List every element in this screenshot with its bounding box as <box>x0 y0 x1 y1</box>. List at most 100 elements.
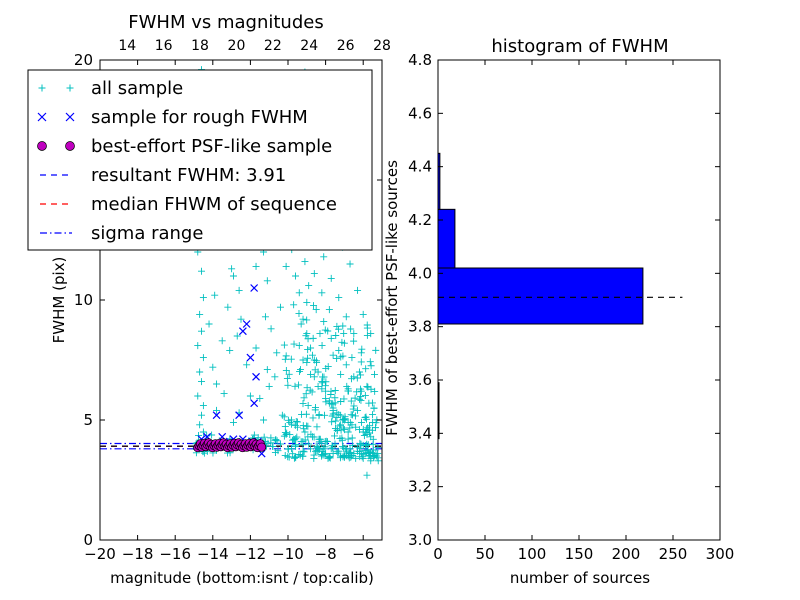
scatter-point-all-sample <box>303 298 311 306</box>
scatter-point-all-sample <box>310 270 318 278</box>
scatter-point-all-sample <box>374 454 382 462</box>
scatter-point-all-sample <box>269 442 277 450</box>
scatter-point-all-sample <box>318 440 326 448</box>
scatter-point-all-sample <box>274 447 282 455</box>
left-x-tick-label: −16 <box>159 545 191 563</box>
scatter-point-all-sample <box>252 344 260 352</box>
legend-label: median FHWM of sequence <box>91 194 337 215</box>
scatter-point-all-sample <box>267 325 275 333</box>
scatter-point-all-sample <box>327 445 335 453</box>
scatter-point-all-sample <box>228 265 236 273</box>
scatter-point-all-sample <box>312 306 320 314</box>
scatter-point-all-sample <box>288 445 296 453</box>
left-top-tick-label: 16 <box>155 38 173 54</box>
scatter-point-all-sample <box>196 421 204 429</box>
scatter-point-all-sample <box>318 373 326 381</box>
scatter-point-all-sample <box>327 274 335 282</box>
scatter-point-all-sample <box>342 445 350 453</box>
left-x-axis-label: magnitude (bottom:isnt / top:calib) <box>110 569 374 587</box>
left-data-points <box>192 66 382 479</box>
scatter-point-all-sample <box>327 334 335 342</box>
scatter-point-all-sample <box>267 434 275 442</box>
scatter-point-all-sample <box>287 355 295 363</box>
scatter-point-all-sample <box>243 361 251 369</box>
scatter-point-all-sample <box>276 303 284 311</box>
scatter-point-rough-fwhm <box>250 284 259 292</box>
scatter-point-all-sample <box>329 351 337 359</box>
scatter-point-all-sample <box>199 428 207 436</box>
scatter-point-all-sample <box>318 379 326 387</box>
scatter-point-all-sample <box>364 383 372 391</box>
scatter-point-all-sample <box>315 435 323 443</box>
right-x-tick-label: 150 <box>565 545 594 563</box>
scatter-point-all-sample <box>315 412 323 420</box>
scatter-point-all-sample <box>292 417 300 425</box>
scatter-point-all-sample <box>363 324 371 332</box>
scatter-point-all-sample <box>322 378 330 386</box>
scatter-point-all-sample <box>342 361 350 369</box>
scatter-point-all-sample <box>224 303 232 311</box>
scatter-point-rough-fwhm <box>252 372 260 381</box>
scatter-point-all-sample <box>298 410 306 418</box>
scatter-point-all-sample <box>339 352 347 360</box>
left-x-tick-label: −18 <box>122 545 154 563</box>
scatter-point-all-sample <box>199 294 207 302</box>
right-y-axis-label: FWHM of best-effort PSF-like sources <box>383 160 401 436</box>
scatter-point-all-sample <box>343 382 351 390</box>
scatter-point-all-sample <box>303 358 311 366</box>
scatter-point-all-sample <box>281 423 289 431</box>
scatter-point-all-sample <box>235 286 243 294</box>
scatter-point-all-sample <box>263 277 271 285</box>
scatter-point-all-sample <box>304 354 312 362</box>
legend-marker-circle <box>37 141 47 151</box>
scatter-point-all-sample <box>360 432 368 440</box>
scatter-point-all-sample <box>350 402 358 410</box>
scatter-point-all-sample <box>314 445 322 453</box>
scatter-point-all-sample <box>351 394 359 402</box>
left-x-tick-label: −20 <box>84 545 116 563</box>
left-top-tick-label: 26 <box>337 38 355 54</box>
scatter-point-all-sample <box>276 440 284 448</box>
scatter-point-all-sample <box>300 425 308 433</box>
scatter-point-all-sample <box>355 368 363 376</box>
scatter-point-all-sample <box>260 433 268 441</box>
scatter-point-all-sample <box>364 441 372 449</box>
scatter-point-all-sample <box>359 450 367 458</box>
legend-label: best-effort PSF-like sample <box>91 136 332 157</box>
scatter-point-all-sample <box>348 354 356 362</box>
scatter-point-all-sample <box>328 418 336 426</box>
scatter-point-all-sample <box>344 435 352 443</box>
scatter-point-all-sample <box>286 430 294 438</box>
scatter-point-rough-fwhm <box>235 411 244 420</box>
scatter-point-all-sample <box>263 366 271 374</box>
scatter-point-all-sample <box>361 392 369 400</box>
left-x-tick-label: −8 <box>315 545 337 563</box>
scatter-point-all-sample <box>294 418 302 426</box>
left-x-tick-label: −10 <box>272 545 304 563</box>
scatter-point-all-sample <box>332 417 340 425</box>
scatter-point-all-sample <box>367 362 375 370</box>
scatter-point-all-sample <box>299 356 307 364</box>
scatter-point-all-sample <box>318 289 326 297</box>
scatter-point-all-sample <box>252 262 260 270</box>
scatter-point-all-sample <box>199 354 207 362</box>
scatter-point-all-sample <box>369 435 377 443</box>
scatter-point-all-sample <box>205 320 213 328</box>
scatter-point-all-sample <box>229 272 237 280</box>
scatter-point-all-sample <box>368 399 376 407</box>
scatter-point-all-sample <box>318 452 326 460</box>
scatter-point-all-sample <box>339 453 347 461</box>
scatter-point-all-sample <box>362 415 370 423</box>
scatter-point-all-sample <box>283 375 291 383</box>
scatter-point-all-sample <box>328 412 336 420</box>
scatter-point-all-sample <box>361 447 369 455</box>
scatter-point-all-sample <box>284 416 292 424</box>
scatter-point-all-sample <box>196 368 204 376</box>
legend-label: all sample <box>91 78 183 99</box>
scatter-point-all-sample <box>361 414 369 422</box>
scatter-point-all-sample <box>271 373 279 381</box>
scatter-point-all-sample <box>226 346 234 354</box>
scatter-point-all-sample <box>291 442 299 450</box>
right-x-axis: 0 50 100 150 200 250 300 <box>433 60 734 563</box>
left-chart-title: FWHM vs magnitudes <box>128 12 323 33</box>
